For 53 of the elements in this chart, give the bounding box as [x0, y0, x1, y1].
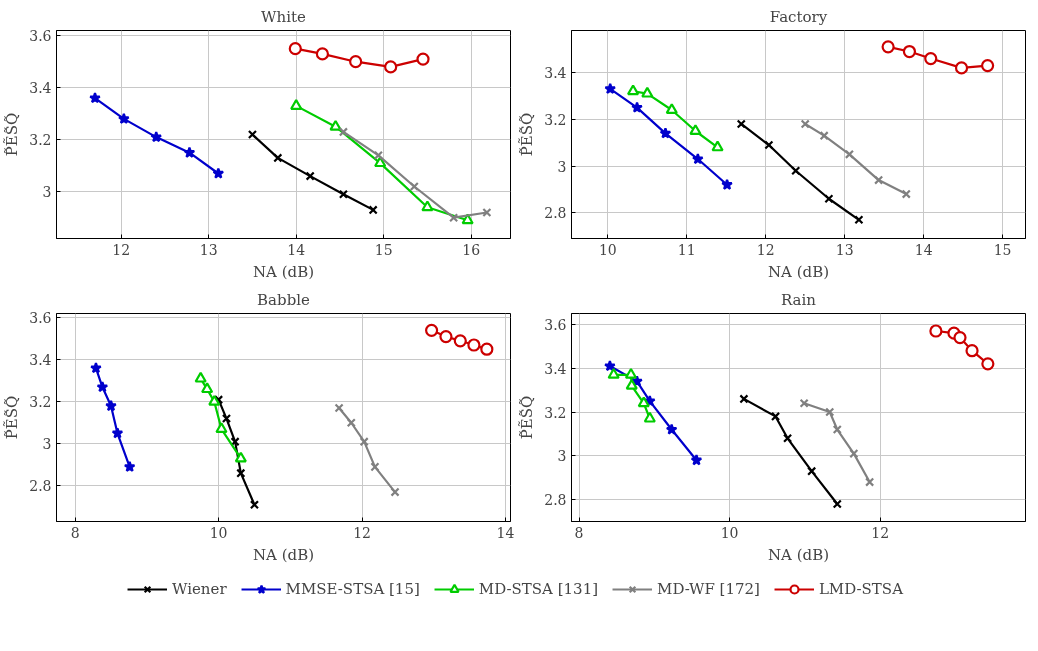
y-axis-title: P̃ẼS̃Q̃ — [3, 395, 22, 440]
x-tick-label: 12 — [353, 524, 371, 541]
x-tick-label: 10 — [720, 524, 739, 541]
x-tick-label: 14 — [496, 524, 515, 541]
y-tick-label: 2.8 — [544, 492, 567, 509]
x-tick-label: 12 — [871, 524, 890, 541]
x-tick-label: 8 — [574, 524, 584, 541]
y-tick-label: 3.4 — [544, 65, 567, 82]
y-axis-title: P̃ẼS̃Q̃ — [518, 395, 537, 440]
x-tick-label: 13 — [199, 241, 218, 258]
x-tick-label: 10 — [209, 524, 228, 541]
chart-title: Babble — [257, 290, 311, 309]
chart-title: Factory — [769, 7, 828, 26]
x-axis-title: NA (dB) — [252, 262, 315, 281]
x-tick-label: 15 — [993, 241, 1012, 258]
chart-title: White — [261, 7, 307, 26]
y-tick-label: 3 — [557, 158, 567, 175]
y-tick-label: 3.2 — [29, 132, 52, 149]
y-axis-title: P̃ẼS̃Q̃ — [518, 112, 537, 157]
y-axis-title: P̃ẼS̃Q̃ — [3, 112, 22, 157]
y-tick-label: 3 — [557, 448, 567, 465]
legend-label: MMSE-STSA [15] — [285, 579, 420, 598]
legend-label: Wiener — [172, 579, 227, 598]
x-tick-label: 12 — [112, 241, 131, 258]
x-tick-label: 12 — [756, 241, 775, 258]
x-tick-label: 11 — [677, 241, 696, 258]
x-axis-title: NA (dB) — [252, 545, 315, 564]
y-tick-label: 3 — [42, 184, 52, 201]
y-tick-label: 3.4 — [544, 360, 567, 377]
legend-label: MD-WF [172] — [657, 579, 760, 598]
x-axis-title: NA (dB) — [767, 262, 830, 281]
chart-title: Rain — [780, 290, 817, 309]
y-tick-label: 3.4 — [29, 352, 52, 369]
y-tick-label: 3.2 — [544, 111, 567, 128]
x-tick-label: 15 — [374, 241, 393, 258]
y-tick-label: 3.2 — [544, 404, 567, 421]
y-tick-label: 3.6 — [29, 310, 52, 327]
y-tick-label: 3.4 — [29, 80, 52, 97]
y-tick-label: 2.8 — [29, 478, 52, 495]
x-tick-label: 10 — [598, 241, 617, 258]
x-tick-label: 8 — [70, 524, 80, 541]
y-tick-label: 3.2 — [29, 394, 52, 411]
x-tick-label: 14 — [914, 241, 933, 258]
y-tick-label: 3 — [42, 436, 52, 453]
x-tick-label: 16 — [462, 241, 481, 258]
x-axis-title: NA (dB) — [767, 545, 830, 564]
x-tick-label: 13 — [835, 241, 854, 258]
legend-label: MD-STSA [131] — [478, 579, 599, 598]
y-tick-label: 2.8 — [544, 205, 567, 222]
y-tick-label: 3.6 — [29, 28, 52, 45]
y-tick-label: 3.6 — [544, 316, 567, 333]
legend-label: LMD-STSA — [818, 579, 903, 598]
x-tick-label: 14 — [287, 241, 306, 258]
